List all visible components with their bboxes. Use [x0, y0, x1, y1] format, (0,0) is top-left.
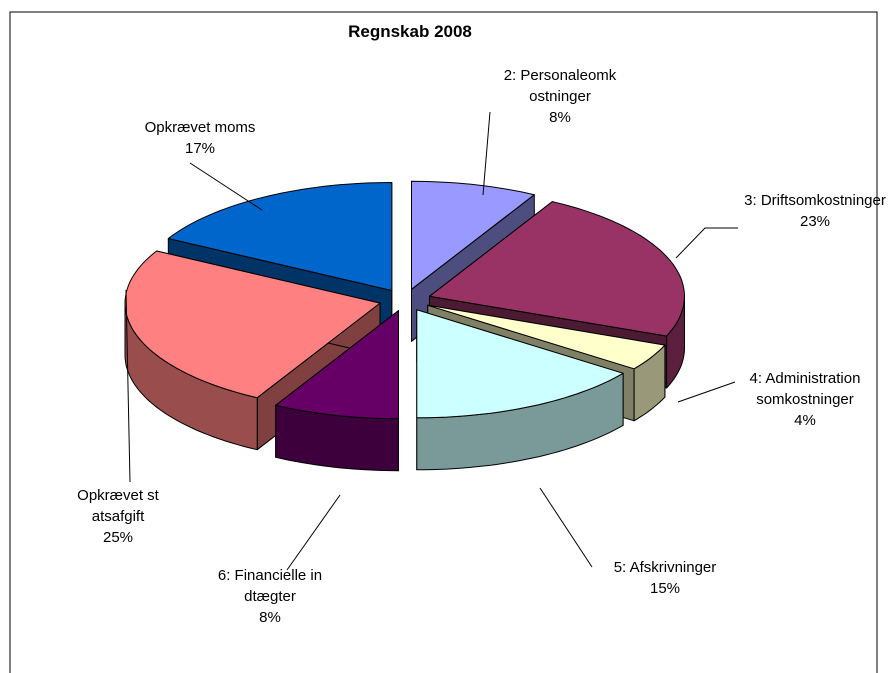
value-label: 4% [794, 412, 816, 429]
slice [124, 250, 381, 399]
leader-line [677, 381, 736, 403]
leader-line [286, 494, 341, 571]
slice [411, 180, 535, 290]
value-label: 23% [799, 213, 831, 230]
data-label: Opkrævet moms 17% [120, 117, 280, 159]
value-label: 8% [259, 609, 281, 626]
category-label: 3: Driftsomkostninger [744, 192, 886, 209]
leader-line [539, 487, 593, 568]
data-label: Opkrævet statsafgift 25% [73, 485, 163, 548]
slice [167, 182, 393, 291]
data-label: 6: Financielle indtægter 8% [215, 565, 325, 628]
category-label: 5: Afskrivninger [613, 559, 717, 576]
data-label: 5: Afskrivninger 15% [590, 557, 740, 599]
value-label: 8% [549, 109, 571, 126]
data-label: 3: Driftsomkostninger 23% [740, 190, 890, 232]
leader-line [125, 289, 131, 483]
slice [275, 310, 399, 420]
leader-line [675, 227, 738, 259]
slice [416, 309, 624, 419]
value-label: 17% [184, 140, 216, 157]
data-label: 2: Personaleomkostninger 8% [500, 65, 620, 128]
category-label: 4: Administrationsomkostninger [749, 370, 861, 408]
category-label: Opkrævet moms [144, 119, 256, 136]
category-label: 2: Personaleomkostninger [503, 67, 617, 105]
data-label: 4: Administrationsomkostninger 4% [749, 368, 861, 431]
leader-line [189, 162, 263, 211]
category-label: 6: Financielle indtægter [217, 567, 323, 605]
value-label: 25% [102, 529, 134, 546]
slice [429, 201, 685, 337]
leader-line [482, 111, 491, 196]
category-label: Opkrævet statsafgift [77, 487, 159, 525]
slice [427, 304, 666, 370]
chart-title: Regnskab 2008 [348, 22, 472, 41]
value-label: 15% [649, 580, 681, 597]
